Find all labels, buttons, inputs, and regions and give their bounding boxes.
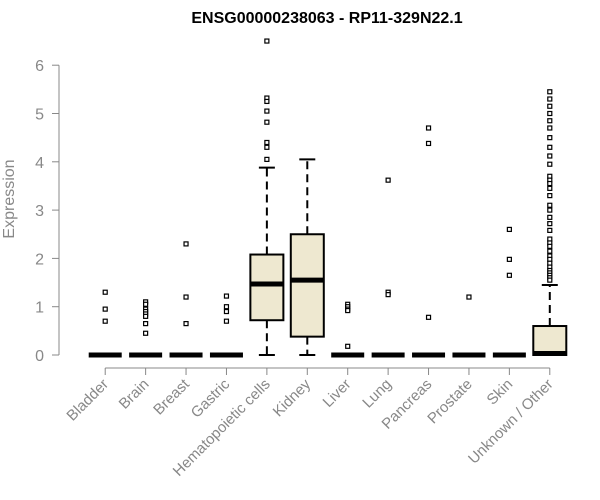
box-group: [249, 38, 285, 356]
box-group: [412, 125, 446, 358]
outlier-point: [547, 89, 553, 95]
outlier-point: [143, 321, 149, 327]
outlier-point: [425, 314, 432, 320]
outlier-point: [425, 125, 432, 131]
y-tick-label: 0: [35, 348, 44, 365]
chart-title: ENSG00000238063 - RP11-329N22.1: [191, 10, 462, 27]
outlier-point: [345, 307, 351, 314]
y-tick-label: 2: [35, 251, 44, 268]
outlier-point: [264, 98, 270, 105]
outlier-point: [506, 226, 512, 233]
outlier-point: [547, 125, 553, 131]
outlier-point: [264, 139, 270, 146]
outlier-point: [102, 318, 108, 324]
outlier-point: [547, 180, 553, 187]
outlier-point: [264, 144, 270, 150]
outlier-point: [547, 193, 553, 199]
box-series: [88, 38, 568, 358]
outlier-point: [143, 330, 149, 336]
outlier-point: [547, 214, 553, 220]
outlier-point: [264, 156, 270, 162]
outlier-point: [547, 227, 553, 233]
outlier-point: [345, 343, 351, 349]
y-tick-label: 6: [35, 58, 44, 75]
outlier-point: [547, 161, 553, 167]
x-tick-label: Lung: [359, 376, 395, 412]
outlier-point: [547, 110, 553, 117]
x-tick-label: Breast: [150, 375, 193, 418]
box-group: [532, 89, 568, 357]
box: [249, 253, 285, 322]
y-tick-label: 1: [35, 300, 44, 317]
box-group: [492, 226, 526, 358]
y-axis: 0 1 2 3 4 5 6: [35, 58, 60, 365]
y-axis-title: Expression: [1, 159, 18, 238]
y-tick-label: 3: [35, 203, 44, 220]
x-tick-label: Kidney: [270, 375, 315, 420]
outlier-point: [264, 38, 270, 44]
box-group: [331, 301, 365, 358]
outlier-point: [547, 96, 553, 102]
outlier-point: [223, 318, 230, 324]
outlier-point: [547, 118, 553, 124]
outlier-point: [506, 256, 512, 262]
x-tick-label: Liver: [320, 376, 355, 411]
box-group: [169, 241, 203, 358]
outlier-point: [547, 144, 553, 150]
outlier-point: [425, 140, 432, 147]
outlier-point: [547, 207, 553, 213]
y-tick-label: 4: [35, 155, 44, 172]
outlier-point: [264, 119, 270, 125]
outlier-point: [264, 108, 270, 114]
outlier-point: [547, 202, 553, 208]
outlier-point: [547, 103, 553, 109]
box-group: [371, 177, 405, 358]
box-group: [129, 299, 163, 358]
outlier-point: [547, 221, 553, 227]
outlier-point: [506, 272, 512, 278]
outlier-point: [385, 177, 391, 183]
box: [532, 325, 568, 356]
outlier-point: [385, 292, 391, 298]
outlier-point: [183, 241, 189, 247]
outlier-point: [223, 304, 230, 310]
x-tick-label: Skin: [484, 376, 517, 409]
outlier-point: [547, 248, 553, 254]
outlier-point: [102, 289, 108, 295]
box-group: [209, 293, 243, 358]
outlier-point: [143, 301, 149, 307]
outlier-point: [547, 135, 553, 141]
outlier-point: [547, 185, 553, 191]
outlier-point: [102, 306, 108, 312]
box-group: [289, 158, 325, 356]
x-tick-label: Prostate: [424, 376, 476, 428]
outlier-point: [466, 294, 472, 300]
outlier-point: [547, 243, 553, 249]
outlier-point: [223, 308, 230, 315]
outlier-point: [223, 293, 230, 299]
x-tick-label: Brain: [116, 376, 153, 413]
box: [289, 233, 325, 338]
box-group: [452, 294, 486, 358]
x-tick-label: Bladder: [63, 376, 112, 425]
outlier-point: [183, 294, 189, 300]
outlier-point: [143, 313, 149, 319]
box-group: [88, 289, 122, 358]
y-tick-label: 5: [35, 107, 44, 124]
outlier-point: [547, 277, 553, 283]
outlier-point: [183, 321, 189, 327]
outlier-point: [547, 153, 553, 159]
